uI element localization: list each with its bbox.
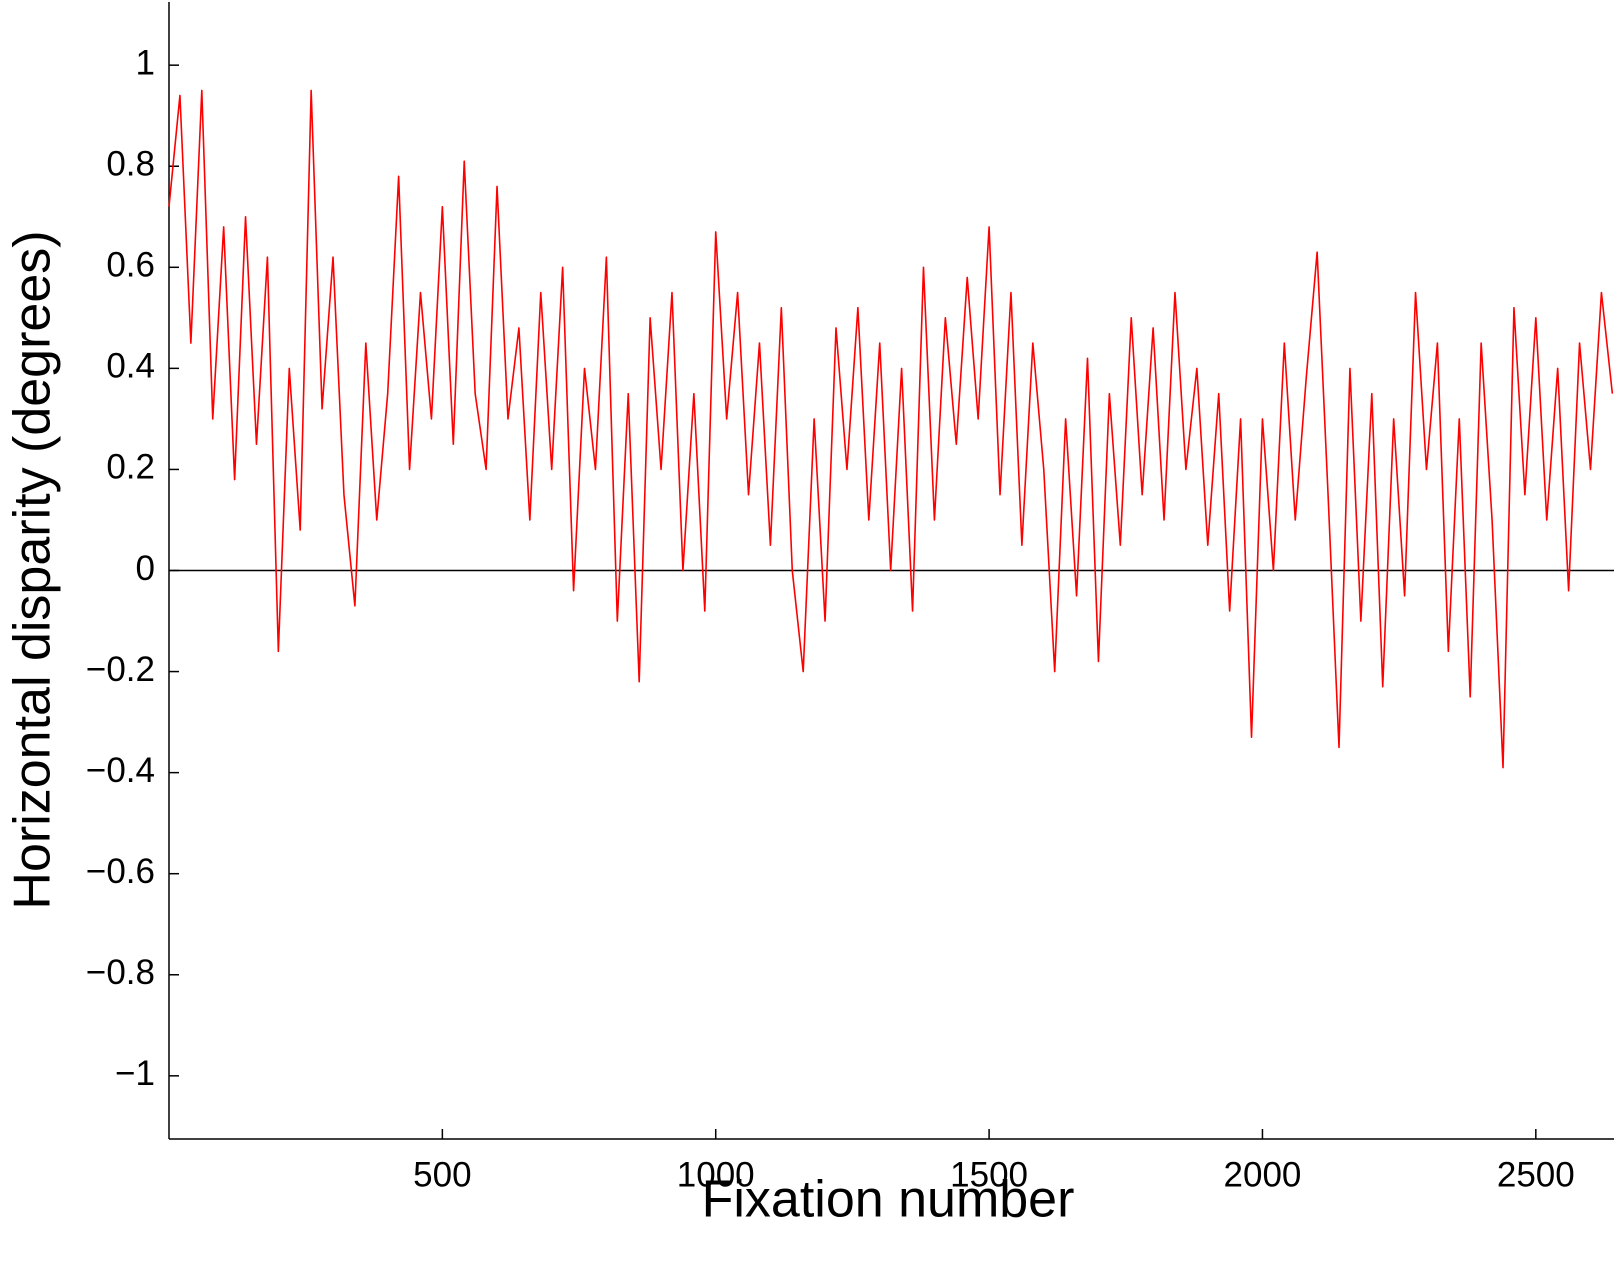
y-axis-label: Horizontal disparity (degrees) [4,230,62,909]
y-tick-label: 1 [136,43,155,82]
y-tick-label: 0.8 [106,144,155,183]
y-tick-label: 0.6 [106,246,155,285]
y-tick-label: −0.8 [86,953,155,992]
y-tick-label: 0.4 [106,347,155,386]
x-tick-label: 1500 [950,1155,1028,1194]
x-axis-label: Fixation number [702,1171,1075,1229]
x-tick-label: 2000 [1224,1155,1302,1194]
x-tick-label: 500 [413,1155,471,1194]
y-tick-label: −0.2 [86,650,155,689]
y-tick-label: −1 [115,1054,155,1093]
y-tick-label: 0.2 [106,448,155,487]
y-tick-label: −0.4 [86,751,155,790]
y-tick-label: −0.6 [86,852,155,891]
data-line [168,89,1614,769]
x-tick-label: 1000 [677,1155,755,1194]
y-tick-label: 0 [136,549,155,588]
x-tick-label: 2500 [1497,1155,1575,1194]
